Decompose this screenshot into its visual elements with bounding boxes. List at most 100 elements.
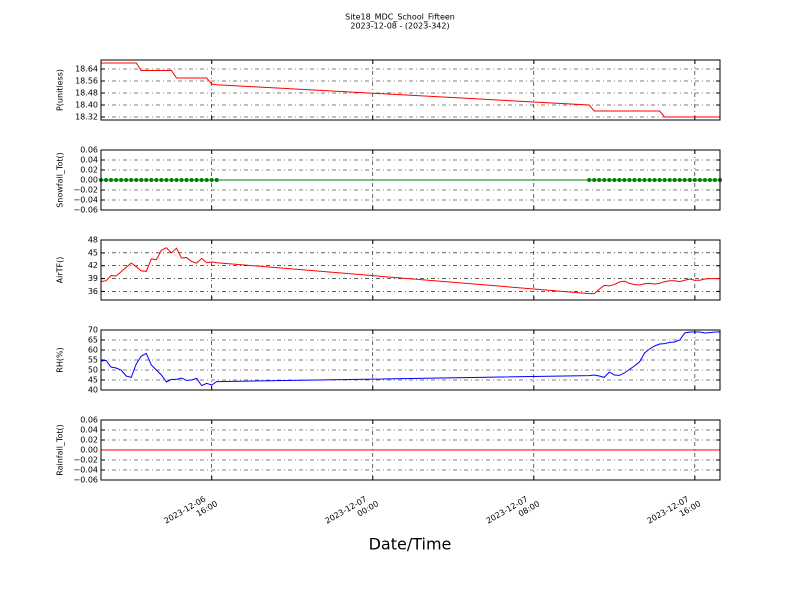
y-axis-label: Rainfall_Tot(): [56, 424, 65, 476]
data-point: [712, 178, 717, 182]
y-tick-label: 40: [88, 386, 98, 395]
data-point: [687, 178, 692, 182]
data-point: [707, 178, 712, 182]
plot-frame: [100, 419, 721, 481]
y-tick-label: 36: [88, 287, 98, 296]
data-point: [672, 178, 677, 182]
y-tick-label: −0.04: [73, 466, 98, 475]
data-point: [647, 178, 652, 182]
data-point: [114, 178, 119, 182]
data-point: [637, 178, 642, 182]
data-point: [139, 178, 144, 182]
data-point: [179, 178, 184, 182]
data-point: [692, 178, 697, 182]
y-tick-label: 0.00: [80, 176, 98, 185]
y-tick-label: 39: [88, 274, 98, 283]
data-point: [627, 178, 632, 182]
data-point: [184, 178, 189, 182]
y-tick-label: 0.02: [80, 436, 98, 445]
y-axis-label: AirTF(): [56, 257, 65, 284]
data-point: [119, 178, 124, 182]
data-point: [109, 178, 114, 182]
data-point: [697, 178, 702, 182]
data-point: [702, 178, 707, 182]
plot-frame: [100, 329, 721, 391]
y-tick-label: 18.32: [75, 113, 98, 122]
data-line: [101, 62, 720, 118]
plot-frame: [100, 59, 721, 121]
data-point: [199, 178, 204, 182]
x-tick-label: 2023-12-0616:00: [162, 490, 219, 534]
data-point: [144, 178, 149, 182]
y-tick-label: 70: [88, 326, 98, 335]
data-point: [124, 178, 129, 182]
x-tick-label: 2023-12-0716:00: [645, 490, 702, 534]
plot-frame: [100, 149, 721, 211]
data-point: [169, 178, 174, 182]
data-point: [632, 178, 637, 182]
y-tick-label: −0.02: [73, 186, 98, 195]
data-point: [617, 178, 622, 182]
data-point: [662, 178, 667, 182]
plot-frame: [100, 239, 721, 301]
data-point: [209, 178, 214, 182]
data-point: [592, 178, 597, 182]
y-tick-label: 50: [88, 366, 98, 375]
y-tick-label: −0.06: [73, 476, 98, 485]
y-tick-label: 18.40: [75, 101, 98, 110]
data-point: [602, 178, 607, 182]
y-axis-label: RH(%): [56, 347, 65, 372]
y-tick-label: 65: [88, 336, 98, 345]
data-point: [622, 178, 627, 182]
data-point: [214, 178, 219, 182]
data-line: [100, 247, 720, 295]
data-point: [159, 178, 164, 182]
y-tick-label: 0.06: [80, 146, 98, 155]
y-tick-label: 48: [88, 236, 98, 245]
y-axis-label: P(unitless): [56, 69, 65, 111]
data-point: [134, 178, 139, 182]
y-tick-label: 0.04: [80, 156, 98, 165]
x-tick-label: 2023-12-0708:00: [484, 490, 541, 534]
y-tick-label: 0.00: [80, 446, 98, 455]
y-axis-label: Snowfall_Tot(): [56, 152, 65, 208]
data-point: [104, 178, 109, 182]
data-point: [194, 178, 199, 182]
data-point: [149, 178, 154, 182]
x-axis-label: Date/Time: [369, 535, 452, 554]
data-point: [612, 178, 617, 182]
data-point: [677, 178, 682, 182]
y-tick-label: 0.06: [80, 416, 98, 425]
y-tick-label: −0.02: [73, 456, 98, 465]
data-point: [164, 178, 169, 182]
y-tick-label: 18.64: [75, 65, 98, 74]
y-tick-label: 60: [88, 346, 98, 355]
y-tick-label: −0.06: [73, 206, 98, 215]
data-point: [174, 178, 179, 182]
data-point: [189, 178, 194, 182]
data-point: [657, 178, 662, 182]
y-tick-label: 42: [88, 261, 98, 270]
y-tick-label: 0.04: [80, 426, 98, 435]
data-point: [587, 178, 592, 182]
y-tick-label: 45: [88, 248, 98, 257]
data-point: [682, 178, 687, 182]
y-tick-label: 18.56: [75, 77, 98, 86]
y-tick-label: 45: [88, 376, 98, 385]
data-point: [642, 178, 647, 182]
x-tick-label: 2023-12-0700:00: [323, 490, 380, 534]
y-tick-label: 18.48: [75, 89, 98, 98]
y-tick-label: −0.04: [73, 196, 98, 205]
y-tick-label: 55: [88, 356, 98, 365]
data-point: [129, 178, 134, 182]
chart-subtitle: 2023-12-08 - (2023-342): [350, 22, 449, 31]
chart-title: Site18_MDC_School_Fifteen: [345, 13, 455, 22]
data-point: [204, 178, 209, 182]
data-point: [652, 178, 657, 182]
data-point: [667, 178, 672, 182]
y-tick-label: 0.02: [80, 166, 98, 175]
data-point: [597, 178, 602, 182]
data-line: [100, 331, 720, 387]
data-point: [607, 178, 612, 182]
